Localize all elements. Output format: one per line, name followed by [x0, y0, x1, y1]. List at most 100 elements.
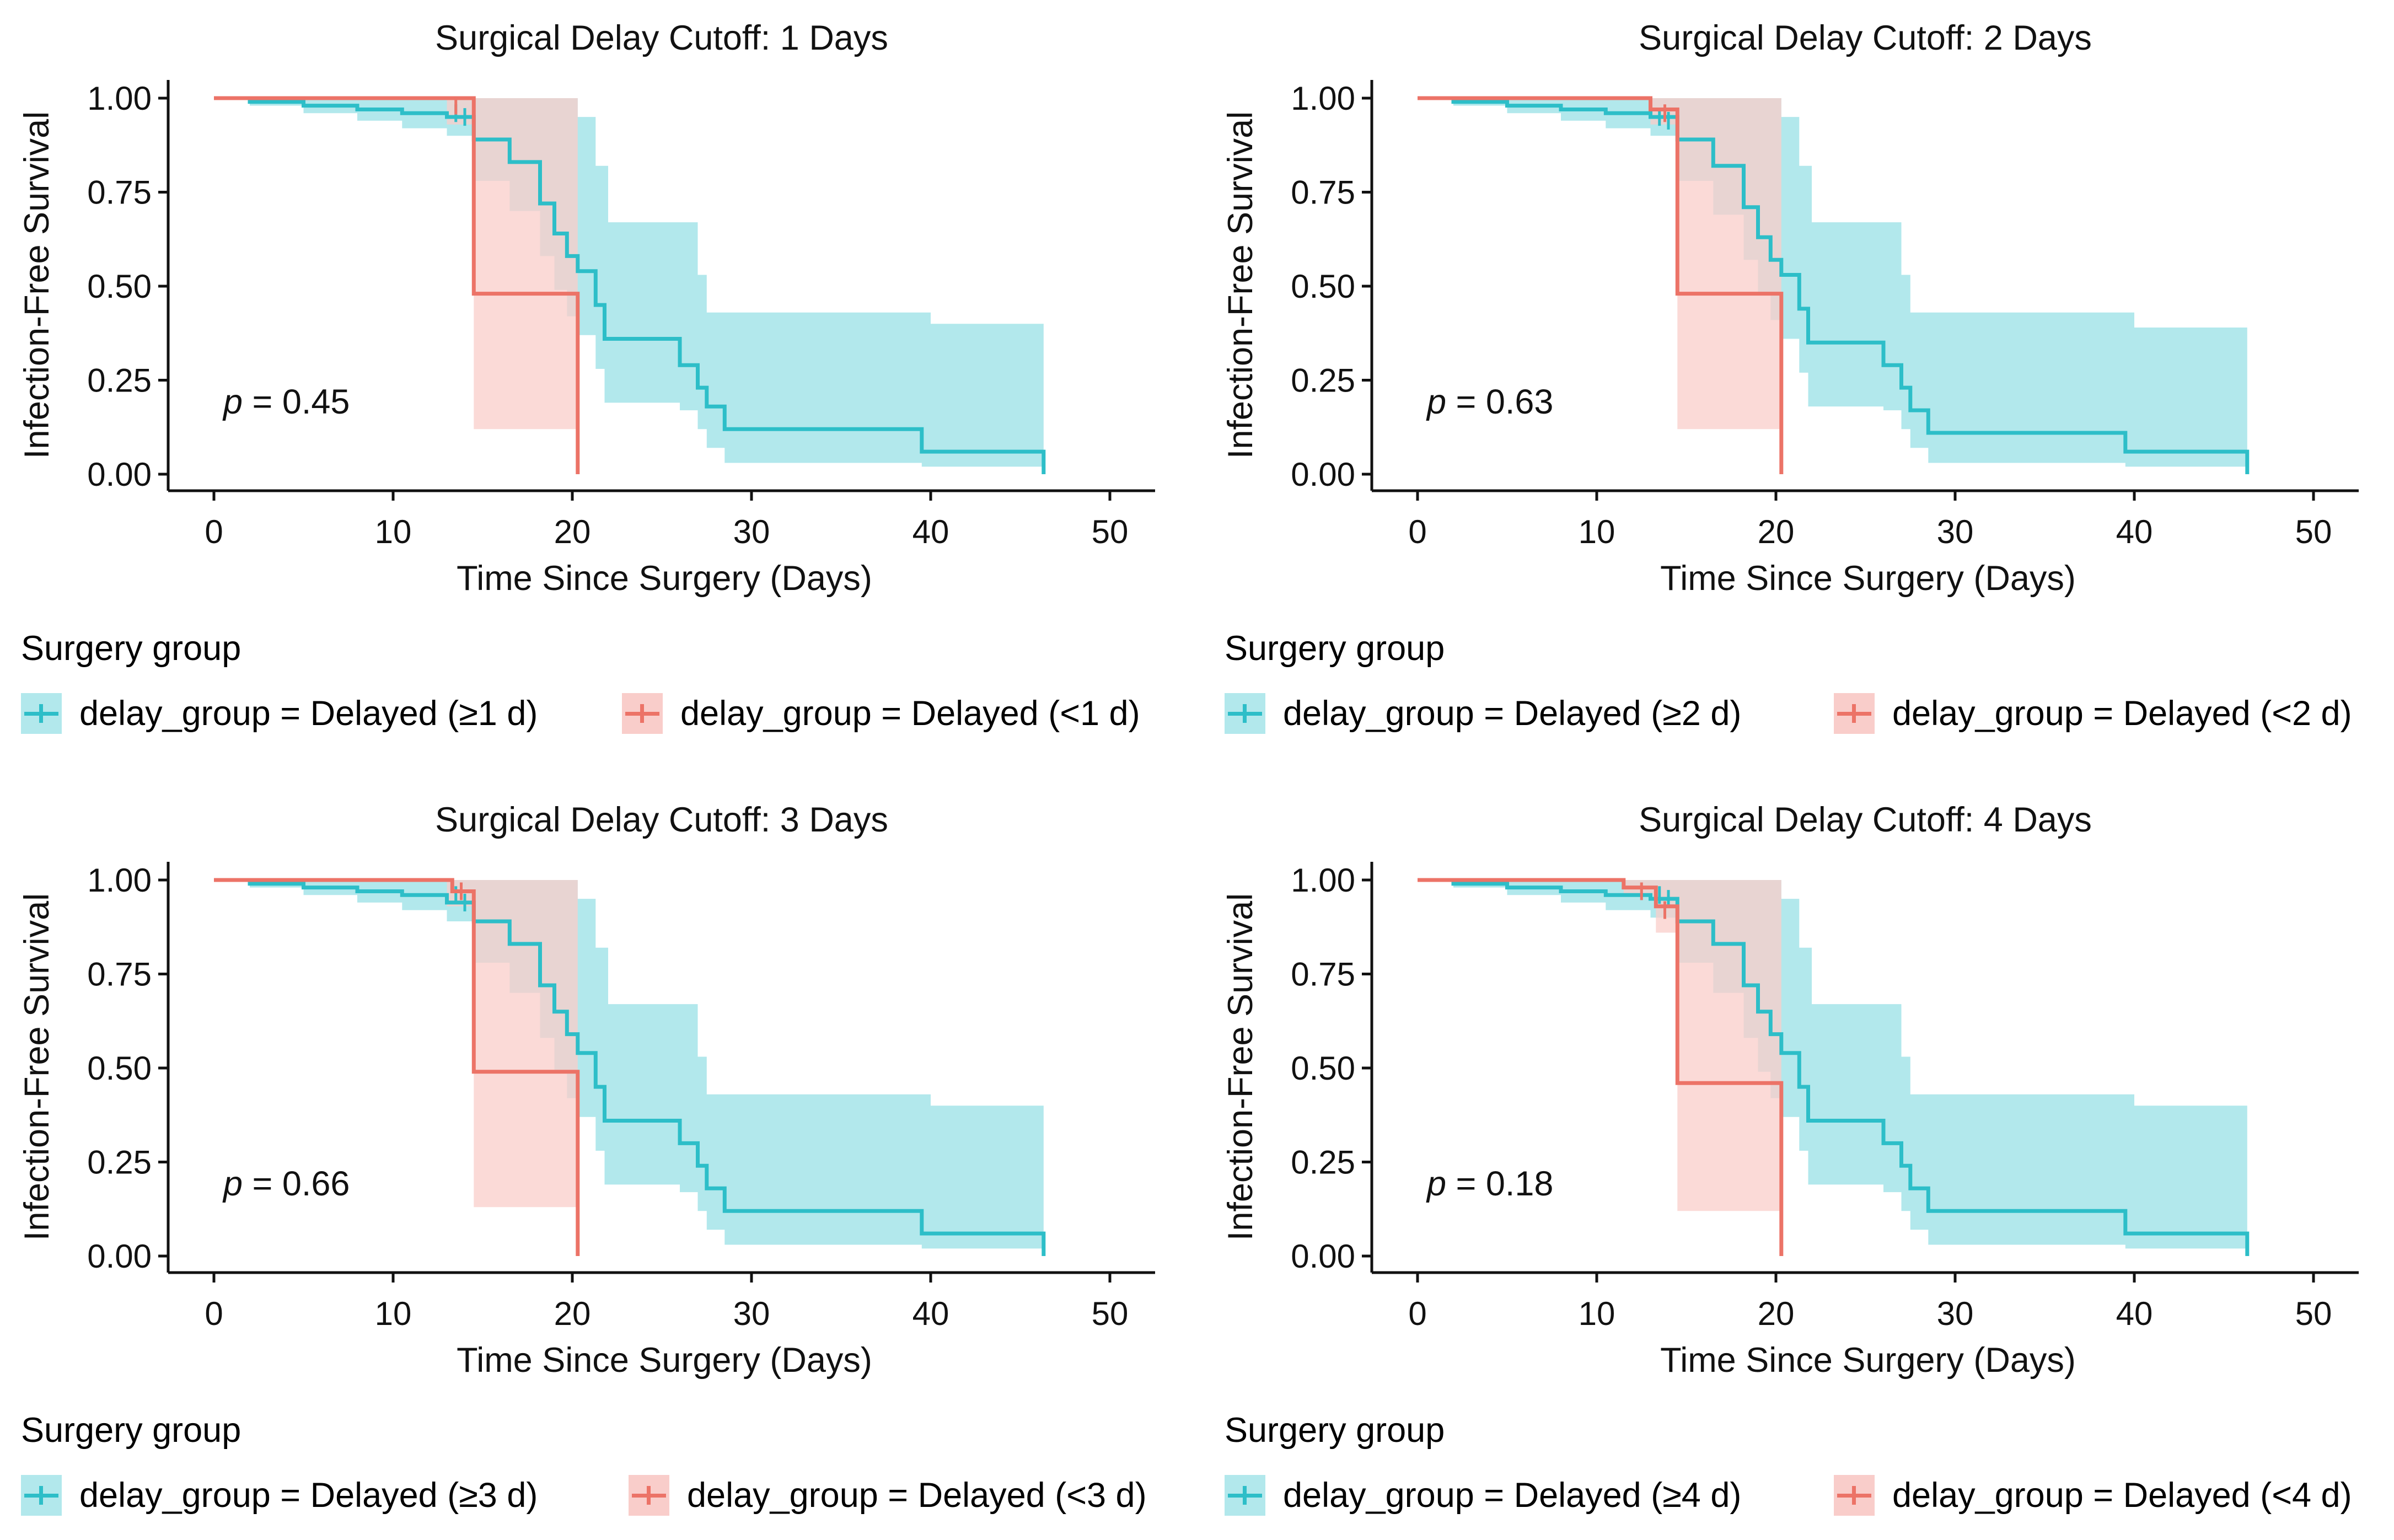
legend-label: delay_group = Delayed (<1 d)	[680, 694, 1140, 733]
y-tick-label: 1.00	[87, 862, 152, 899]
x-tick-label: 20	[1758, 1295, 1795, 1332]
survival-curve-long	[214, 96, 1046, 474]
y-axis-label: Infection-Free Survival	[18, 111, 56, 459]
ci-band-long	[1418, 880, 2247, 1253]
x-axis-label: Time Since Surgery (Days)	[1660, 1341, 2076, 1380]
ci-band-long	[214, 880, 1044, 1253]
ci-band-short	[214, 880, 578, 1208]
x-axis-label: Time Since Surgery (Days)	[457, 559, 872, 598]
chart-title: Surgical Delay Cutoff: 3 Days	[435, 801, 888, 839]
legend-item-long-delay: delay_group = Delayed (≥3 d)	[21, 1475, 538, 1516]
legend-label: delay_group = Delayed (≥2 d)	[1283, 694, 1742, 733]
x-tick-label: 0	[1408, 513, 1426, 550]
x-tick-label: 0	[205, 513, 223, 550]
p-symbol: p	[1426, 1165, 1446, 1203]
survival-curve-short	[214, 96, 580, 474]
survival-curve-long	[214, 878, 1046, 1256]
legend-label: delay_group = Delayed (≥4 d)	[1283, 1476, 1742, 1515]
survival-curve-short	[1418, 878, 1784, 1256]
x-tick-label: 40	[2116, 513, 2153, 550]
x-tick-label: 30	[1937, 513, 1974, 550]
legend-swatch	[1834, 1475, 1875, 1516]
chart-title: Surgical Delay Cutoff: 1 Days	[435, 19, 888, 57]
chart-panel-4: Surgical Delay Cutoff: 4 Days 0.00 0.25 0.5…	[1221, 801, 2359, 1380]
p-value: = 0.63	[1446, 383, 1553, 421]
chart-title: Surgical Delay Cutoff: 4 Days	[1639, 801, 2092, 839]
y-axis-label: Infection-Free Survival	[18, 893, 56, 1241]
y-tick-label: 1.00	[1291, 80, 1355, 117]
y-tick-label: 1.00	[87, 80, 152, 117]
legend-swatch	[21, 693, 62, 734]
x-tick-label: 40	[912, 1295, 949, 1332]
x-tick-label: 30	[733, 513, 770, 550]
x-axis-label: Time Since Surgery (Days)	[1660, 559, 2076, 598]
survival-curve-short	[1418, 96, 1784, 474]
x-tick-label: 30	[1937, 1295, 1974, 1332]
y-tick-label: 0.50	[87, 268, 152, 305]
y-tick-label: 0.75	[1291, 956, 1355, 993]
p-value-annotation: p = 0.18	[1426, 1165, 1553, 1203]
y-tick-label: 0.25	[1291, 1144, 1355, 1181]
p-symbol: p	[222, 383, 243, 421]
legend-swatch	[622, 693, 663, 734]
x-tick-label: 40	[2116, 1295, 2153, 1332]
legend-item-short-delay: delay_group = Delayed (<2 d)	[1834, 693, 2352, 734]
ci-band-long	[1418, 98, 2247, 471]
x-tick-label: 50	[1092, 1295, 1129, 1332]
chart-panel-1: Surgical Delay Cutoff: 1 Days 0.00 0.25 0.5…	[18, 19, 1155, 598]
p-value-annotation: p = 0.66	[222, 1165, 350, 1203]
legend-label: delay_group = Delayed (<3 d)	[687, 1476, 1147, 1515]
legend-title: Surgery group	[1225, 1411, 1445, 1450]
survival-curve-long	[1418, 96, 2250, 474]
x-tick-label: 0	[205, 1295, 223, 1332]
legend-label: delay_group = Delayed (≥3 d)	[79, 1476, 538, 1515]
ci-band-short	[214, 98, 578, 430]
y-tick-label: 0.50	[1291, 1050, 1355, 1087]
x-tick-label: 40	[912, 513, 949, 550]
y-tick-label: 0.25	[87, 1144, 152, 1181]
chart-panel-2: Surgical Delay Cutoff: 2 Days 0.00 0.25 0.5…	[1221, 19, 2359, 598]
p-value-annotation: p = 0.63	[1426, 383, 1553, 421]
survival-curve-long	[1418, 878, 2250, 1256]
survival-curve-short	[214, 878, 580, 1256]
y-tick-label: 0.25	[1291, 362, 1355, 399]
legend-label: delay_group = Delayed (<4 d)	[1892, 1476, 2352, 1515]
y-tick-label: 0.75	[87, 956, 152, 993]
p-value: = 0.45	[243, 383, 350, 421]
x-axis-label: Time Since Surgery (Days)	[457, 1341, 872, 1380]
y-tick-label: 0.00	[1291, 456, 1355, 493]
y-tick-label: 0.25	[87, 362, 152, 399]
legend-swatch	[1834, 693, 1875, 734]
x-tick-label: 50	[1092, 513, 1129, 550]
y-tick-label: 0.50	[1291, 268, 1355, 305]
legend-item-long-delay: delay_group = Delayed (≥2 d)	[1225, 693, 1741, 734]
y-tick-label: 0.00	[1291, 1238, 1355, 1275]
x-tick-label: 50	[2295, 513, 2332, 550]
legend-title: Surgery group	[21, 629, 241, 668]
y-tick-label: 1.00	[1291, 862, 1355, 899]
y-tick-label: 0.00	[87, 456, 152, 493]
ci-band-short	[1418, 880, 1781, 1211]
chart-panel-3: Surgical Delay Cutoff: 3 Days 0.00 0.25 0.5…	[18, 801, 1155, 1380]
legend-title: Surgery group	[21, 1411, 241, 1450]
x-tick-label: 50	[2295, 1295, 2332, 1332]
y-tick-label: 0.75	[87, 174, 152, 211]
y-tick-label: 0.75	[1291, 174, 1355, 211]
legend-item-long-delay: delay_group = Delayed (≥4 d)	[1225, 1475, 1741, 1516]
chart-title: Surgical Delay Cutoff: 2 Days	[1639, 19, 2092, 57]
legend-label: delay_group = Delayed (<2 d)	[1892, 694, 2352, 733]
y-axis-label: Infection-Free Survival	[1221, 893, 1260, 1241]
x-tick-label: 20	[554, 513, 591, 550]
y-axis-label: Infection-Free Survival	[1221, 111, 1260, 459]
p-value-annotation: p = 0.45	[222, 383, 350, 421]
ci-band-short	[1418, 98, 1781, 430]
legend-swatch	[1225, 693, 1265, 734]
legend-title: Surgery group	[1225, 629, 1445, 668]
x-tick-label: 10	[1579, 513, 1615, 550]
y-tick-label: 0.50	[87, 1050, 152, 1087]
x-tick-label: 20	[554, 1295, 591, 1332]
x-tick-label: 10	[1579, 1295, 1615, 1332]
legend-swatch	[629, 1475, 669, 1516]
ci-band-long	[214, 98, 1044, 471]
x-tick-label: 30	[733, 1295, 770, 1332]
